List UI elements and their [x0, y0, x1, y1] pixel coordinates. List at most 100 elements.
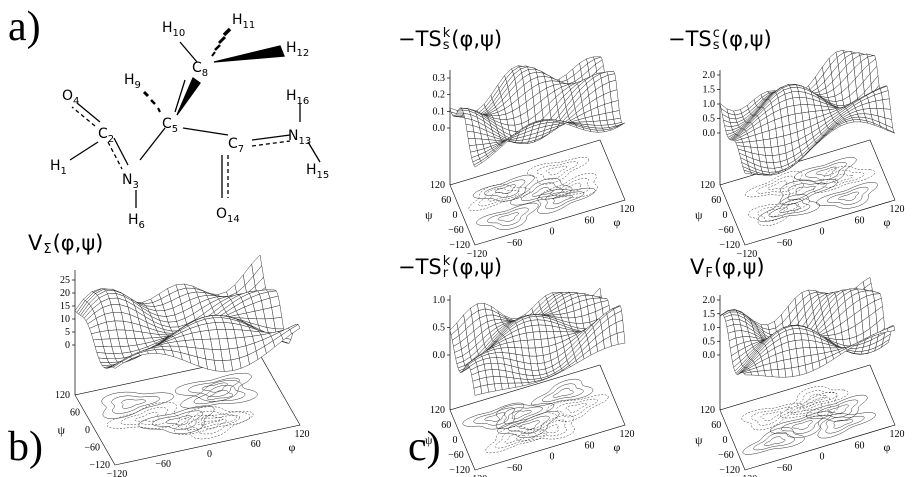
surface-cell — [521, 382, 530, 387]
contour-line — [494, 184, 516, 194]
title-scripts: F — [705, 256, 712, 280]
surface-cell — [787, 340, 797, 351]
phi-tick-label: 0 — [820, 452, 825, 463]
atom-label: H16 — [286, 88, 309, 107]
atom-symbol: H — [124, 72, 135, 88]
contour-line — [791, 420, 813, 430]
contour-line — [476, 202, 539, 230]
psi-tick-label: −120 — [449, 465, 470, 476]
contour-line — [484, 412, 506, 422]
contour-line — [760, 411, 782, 422]
contour-line — [485, 426, 548, 454]
contour-line — [206, 389, 234, 400]
phi-tick-label: −60 — [777, 238, 793, 249]
title-sub: Σ — [43, 242, 52, 257]
atom-index: 4 — [73, 96, 79, 107]
surface-cell — [483, 362, 493, 371]
atom-symbol: H — [128, 212, 139, 228]
surface-cell — [615, 319, 625, 334]
title-args: (φ,ψ) — [451, 27, 503, 51]
title-scripts: Σ — [43, 232, 51, 256]
surface-cell — [473, 385, 483, 396]
atom-label: O14 — [216, 206, 240, 225]
surface-cell — [768, 128, 778, 140]
phi-tick-label: 120 — [890, 429, 905, 440]
surface-cell — [592, 120, 602, 126]
psi-axis-label: ψ — [57, 423, 65, 437]
title-sub: s — [442, 38, 450, 53]
atom-index: 10 — [173, 28, 186, 39]
surface-cell — [514, 382, 524, 388]
contour-line — [539, 173, 598, 200]
z-tick-label: 0.5 — [703, 114, 716, 125]
contour-line — [757, 194, 820, 222]
phi-tick-label: 60 — [585, 215, 595, 226]
title-sup: k — [442, 254, 451, 269]
phi-axis-label: φ — [614, 215, 621, 229]
contour-line — [165, 415, 192, 426]
z-tick-label: 0.3 — [433, 73, 446, 84]
surface-cell — [732, 318, 741, 326]
psi-tick-label: 0 — [723, 210, 728, 221]
atom-label: H1 — [50, 158, 67, 177]
phi-tick-label: −120 — [467, 474, 488, 477]
atom-label: H9 — [124, 72, 141, 91]
surface-cell — [480, 384, 489, 394]
atom-symbol: H — [232, 12, 243, 28]
contour-line — [521, 182, 563, 202]
surface-cell — [756, 139, 765, 148]
contour-line — [180, 380, 258, 409]
surface-cell — [474, 138, 484, 146]
surface-cell — [473, 160, 483, 168]
z-tick-label: 0.0 — [433, 350, 446, 361]
z-tick-label: 15 — [60, 301, 70, 312]
psi-tick-label: 0 — [723, 435, 728, 446]
contour-line — [508, 415, 550, 434]
title-main: V — [28, 231, 43, 255]
atom-symbol: C — [162, 116, 172, 132]
surface-cell — [486, 376, 495, 386]
phi-tick-label: 120 — [890, 204, 905, 215]
atom-label: N3 — [122, 172, 139, 191]
z-tick-label: 2.0 — [703, 295, 716, 306]
surface-cell — [802, 347, 812, 357]
contour-line — [556, 398, 598, 418]
surface-cell — [154, 349, 166, 355]
surface-cell — [467, 138, 477, 146]
surface-cell — [530, 319, 539, 326]
title-args: (φ,ψ) — [451, 255, 503, 279]
phi-tick-label: −120 — [107, 469, 128, 477]
psi-tick-label: 60 — [711, 195, 721, 206]
contour-line — [745, 170, 804, 198]
surface-cell — [793, 333, 803, 341]
surface-cell — [466, 131, 476, 139]
contour-line — [787, 182, 827, 201]
title-main: −TS — [668, 27, 712, 51]
contour-line — [138, 405, 215, 435]
contour-line — [805, 161, 847, 181]
surface-cell — [92, 339, 104, 347]
molecule-bonds — [69, 27, 321, 208]
surface-cell — [777, 368, 787, 378]
contour-line — [817, 412, 876, 439]
contour-line — [134, 412, 160, 422]
contour-line — [768, 198, 811, 218]
psi-tick-label: −60 — [718, 450, 734, 461]
surface-cell — [533, 339, 543, 349]
atom-label: C2 — [98, 126, 114, 145]
surface-cell — [743, 371, 753, 376]
surface-cell — [489, 357, 498, 364]
title-main: −TS — [398, 27, 442, 51]
contour-line — [827, 404, 849, 414]
surface-cell — [762, 138, 772, 148]
surface-cell — [488, 352, 497, 359]
phi-axis-label: φ — [289, 440, 296, 454]
contour-line — [552, 388, 574, 398]
atom-index: 16 — [297, 96, 310, 107]
atom-index: 15 — [317, 170, 330, 181]
atom-index: 6 — [139, 220, 145, 231]
contour-line — [494, 430, 537, 449]
